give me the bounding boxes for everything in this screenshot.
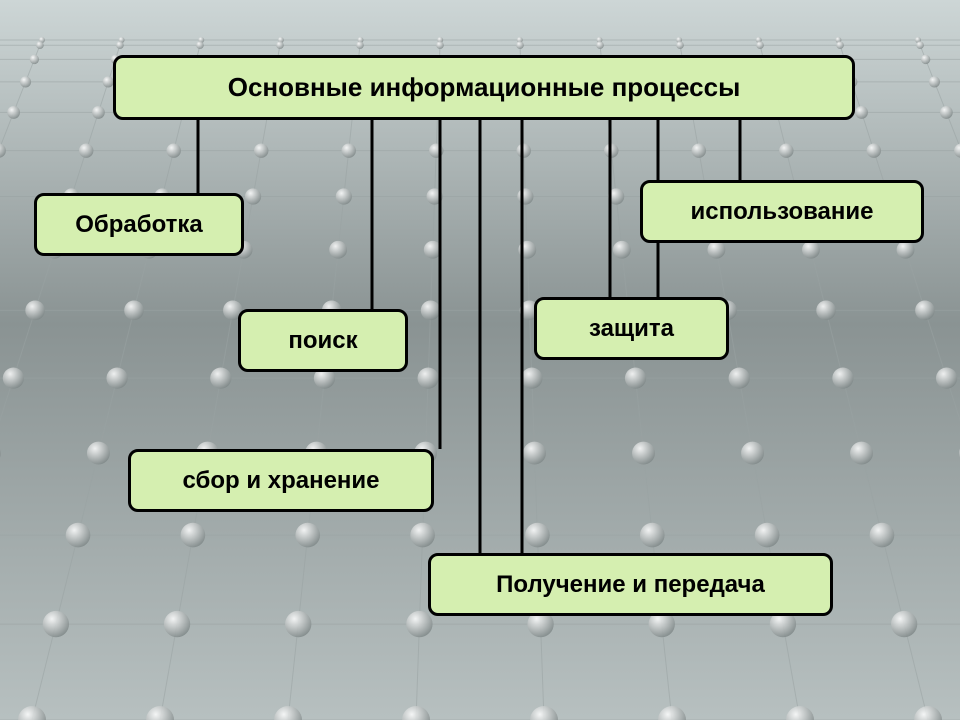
node-store: сбор и хранение — [128, 449, 434, 512]
node-root: Основные информационные процессы — [113, 55, 855, 120]
node-protect: защита — [534, 297, 729, 360]
diagram-stage: Основные информационные процессы Обработк… — [0, 0, 960, 720]
node-proc: Обработка — [34, 193, 244, 256]
node-label: сбор и хранение — [182, 467, 379, 495]
node-label: поиск — [288, 327, 357, 355]
node-label: Основные информационные процессы — [228, 72, 741, 103]
node-recv: Получение и передача — [428, 553, 833, 616]
node-label: Получение и передача — [496, 571, 765, 599]
node-search: поиск — [238, 309, 408, 372]
node-label: Обработка — [75, 211, 203, 239]
node-use: использование — [640, 180, 924, 243]
node-label: использование — [690, 198, 873, 226]
node-label: защита — [589, 315, 674, 343]
